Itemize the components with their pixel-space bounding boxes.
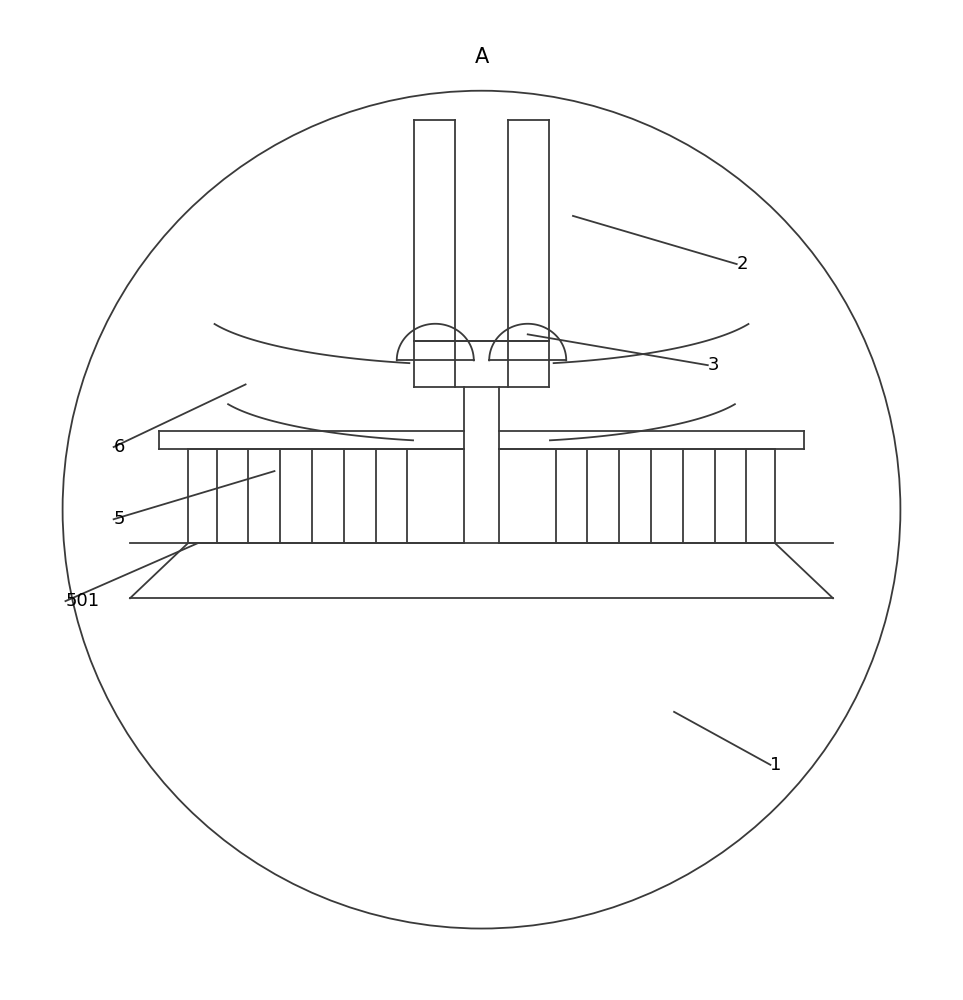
Text: 501: 501 xyxy=(65,592,99,610)
Text: A: A xyxy=(475,47,488,67)
Text: 1: 1 xyxy=(770,756,782,774)
Text: 5: 5 xyxy=(114,510,125,528)
Text: 6: 6 xyxy=(114,438,125,456)
Text: 3: 3 xyxy=(708,356,719,374)
Text: 2: 2 xyxy=(737,255,748,273)
